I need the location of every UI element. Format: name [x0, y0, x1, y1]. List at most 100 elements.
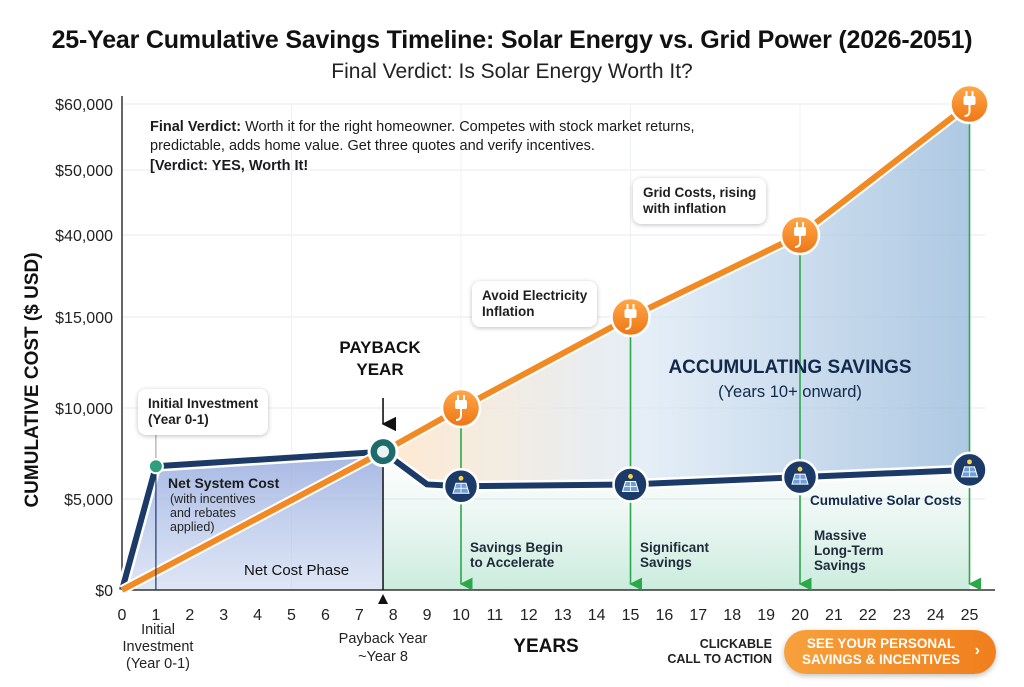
- accumulating-savings-sub: (Years 10+ onward): [718, 383, 862, 401]
- payback-axis-arrowhead: [378, 594, 389, 604]
- significant-savings-label: Significant: [640, 540, 710, 555]
- savings-begin-label: Savings Begin: [470, 540, 563, 555]
- x-tick-label: 20: [791, 607, 809, 624]
- plug-icon: [610, 296, 651, 338]
- savings-begin-label: to Accelerate: [470, 555, 555, 570]
- x-tick-label: 13: [554, 607, 572, 624]
- plug-icon-body: [794, 227, 806, 236]
- y-tick-label: $5,000: [64, 492, 113, 509]
- plug-icon-prong: [457, 395, 459, 401]
- y-tick-label: $60,000: [55, 97, 113, 114]
- grid-callout-line-2: with inflation: [643, 201, 727, 216]
- plug-icon-prong: [796, 222, 798, 228]
- grid-costs-callout: Grid Costs, rising with inflation: [633, 178, 767, 224]
- solar-panel-icon: [951, 451, 988, 489]
- annotations: PAYBACK YEAR Payback Year ~Year 8 InitialInv…: [123, 338, 962, 672]
- avoid-callout-line-1: Avoid Electricity: [482, 288, 588, 303]
- y-tick-label: $15,000: [55, 310, 113, 327]
- solar-panel-icon: [612, 466, 649, 503]
- plug-icon: [949, 83, 990, 125]
- plug-icon-prong: [632, 304, 635, 310]
- y-tick-label: $10,000: [55, 401, 113, 418]
- x-tick-label: 18: [723, 607, 741, 624]
- plug-icon-cord: [794, 236, 801, 248]
- y-tick-label: $50,000: [55, 163, 113, 180]
- chart-title: 25-Year Cumulative Savings Timeline: Sol…: [51, 26, 973, 54]
- x-tick-label: 25: [961, 607, 979, 624]
- x-tick-label: 11: [487, 607, 504, 624]
- chart-subtitle: Final Verdict: Is Solar Energy Worth It?: [331, 60, 693, 83]
- plug-icon: [440, 387, 482, 429]
- x-tick-label: 0: [118, 607, 127, 624]
- x-axis-label: YEARS: [513, 636, 578, 657]
- chevron-right-icon: ›: [974, 642, 980, 659]
- verdict-result: [Verdict: YES, Worth It!: [150, 158, 309, 174]
- x-tick-label: 10: [452, 607, 470, 624]
- cumulative-solar-label: Cumulative Solar Costs: [810, 493, 962, 508]
- net-system-cost-note: (with incentives: [170, 492, 255, 506]
- x-tick-label: 8: [389, 607, 398, 624]
- x-tick-label: 12: [520, 607, 538, 624]
- x-tick-label: 9: [423, 607, 432, 624]
- x-tick-label: 2: [185, 607, 194, 624]
- solar-icon-sun: [628, 474, 633, 479]
- initial-axis-label: Initial: [141, 622, 175, 638]
- x-tick-label: 17: [689, 607, 707, 624]
- plug-icon-cord: [625, 318, 632, 330]
- initial-axis-label: (Year 0-1): [126, 656, 190, 672]
- solar-icon-sun: [967, 459, 972, 465]
- x-tick-label: 19: [757, 607, 775, 624]
- plug-icon-prong: [626, 304, 629, 310]
- y-tick-label: $0: [95, 583, 113, 600]
- x-tick-label: 23: [893, 607, 911, 624]
- x-tick-label: 1: [151, 607, 160, 624]
- plug-icon-prong: [971, 91, 974, 97]
- grid-callout-line-1: Grid Costs, rising: [643, 185, 757, 200]
- plug-icon-body: [624, 309, 637, 318]
- net-cost-phase-label: Net Cost Phase: [244, 562, 349, 579]
- x-tick-label: 6: [321, 607, 330, 624]
- avoid-callout-line-2: Inflation: [482, 304, 535, 319]
- massive-savings-label: Massive: [814, 528, 867, 543]
- plug-icon-body: [455, 400, 467, 409]
- initial-callout-line-2: (Year 0-1): [148, 412, 209, 427]
- plug-icon-cord: [964, 105, 971, 117]
- payback-title-line: YEAR: [356, 360, 403, 379]
- initial-axis-label: Investment: [123, 639, 194, 655]
- significant-savings-label: Savings: [640, 555, 692, 570]
- x-tick-label: 21: [825, 607, 843, 624]
- plug-icon-cord: [455, 409, 462, 421]
- plug-icon-prong: [802, 222, 804, 228]
- solar-panel-icon: [781, 458, 819, 496]
- x-tick-label: 7: [355, 607, 364, 624]
- x-tick-label: 14: [588, 607, 606, 624]
- x-tick-label: 5: [287, 607, 296, 624]
- verdict-label: Final Verdict:: [150, 119, 242, 135]
- y-tick-label: $40,000: [55, 228, 113, 245]
- see-savings-button[interactable]: SEE YOUR PERSONAL SAVINGS & INCENTIVES ›: [784, 630, 996, 674]
- x-tick-label: 22: [859, 607, 877, 624]
- verdict-box: Final Verdict: Worth it for the right ho…: [150, 118, 710, 176]
- net-system-cost-note: and rebates: [170, 506, 236, 520]
- x-tick-label: 4: [253, 607, 262, 624]
- cta-button-line-1: SEE YOUR PERSONAL: [806, 636, 956, 651]
- series-markers: [147, 83, 990, 604]
- y-axis-label: CUMULATIVE COST ($ USD): [22, 252, 43, 507]
- x-tick-label: 24: [927, 607, 945, 624]
- cta-label: CLICKABLE CALL TO ACTION: [660, 637, 772, 667]
- plug-icon: [779, 214, 821, 256]
- accumulating-savings-label: ACCUMULATING SAVINGS: [668, 357, 911, 378]
- payback-marker-core: [377, 445, 390, 458]
- axes: $0 $5,000 $10,000 $15,000 $40,000 $50,000 $60,…: [22, 96, 995, 657]
- payback-axis-label: ~Year 8: [358, 649, 408, 665]
- solar-panel-icon: [442, 468, 480, 505]
- payback-title-line: PAYBACK: [339, 338, 421, 357]
- plug-icon-prong: [965, 91, 968, 97]
- solar-icon-sun: [797, 466, 803, 472]
- plug-icon-prong: [463, 395, 465, 401]
- initial-callout-line-1: Initial Investment: [148, 396, 259, 411]
- verdict-text: Worth it for the right homeowner. Compet…: [150, 119, 695, 154]
- grid-cost-line: [120, 101, 972, 593]
- massive-savings-label: Long-Term: [814, 543, 884, 558]
